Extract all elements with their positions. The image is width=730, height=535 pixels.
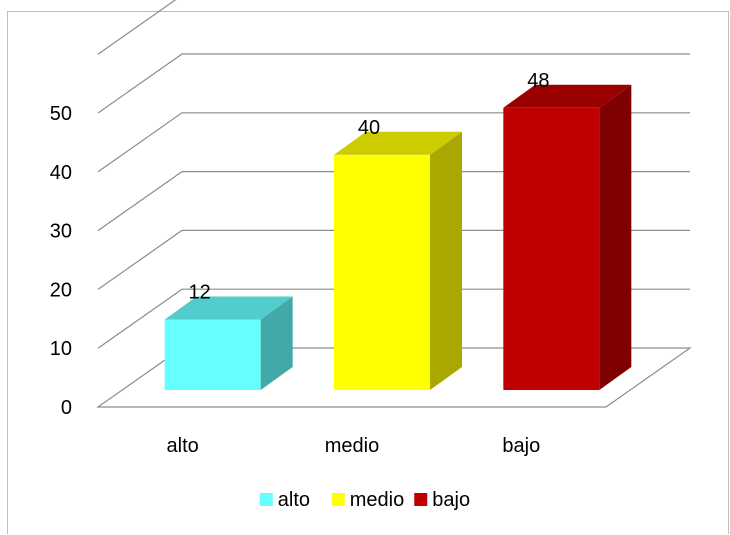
chart-floor	[96, 347, 692, 408]
legend-item-medio: medio	[331, 489, 404, 511]
y-tick-label: 50	[50, 103, 72, 125]
legend-item-alto: alto	[259, 489, 310, 511]
y-axis-ticks: 0 10 20 30 40 50	[50, 103, 72, 419]
y-tick-label: 0	[61, 397, 72, 419]
bar-alto	[164, 296, 293, 390]
x-axis-ticks: alto medio bajo	[167, 435, 541, 457]
data-label-alto: 12	[189, 281, 211, 303]
y-tick-label: 10	[50, 338, 72, 360]
bar-front-alto	[164, 319, 261, 390]
gridline-50	[97, 53, 690, 114]
legend-label-alto: alto	[278, 489, 310, 511]
bar-top-alto	[164, 296, 293, 320]
bar-front-medio	[334, 154, 430, 390]
bar-front-bajo	[503, 107, 600, 390]
y-tick-label: 20	[50, 279, 72, 301]
chart-bars	[164, 84, 632, 391]
data-label-medio: 40	[358, 117, 380, 139]
bar-side-bajo	[599, 84, 632, 390]
bar-top-medio	[334, 131, 462, 155]
chart-legend: alto medio bajo	[259, 489, 470, 511]
gridline-60	[97, 0, 177, 55]
bar-side-alto	[260, 296, 293, 390]
bar-bajo	[503, 84, 632, 390]
legend-label-medio: medio	[350, 489, 404, 511]
chart-data-labels: 12 40 48	[189, 70, 550, 304]
bar-side-medio	[430, 131, 462, 391]
legend-swatch-medio	[331, 493, 345, 506]
bar-top-bajo	[503, 84, 632, 108]
data-label-bajo: 48	[527, 70, 549, 92]
y-tick-label: 30	[50, 221, 72, 243]
x-tick-label-bajo: bajo	[502, 435, 540, 457]
floor-outline	[96, 347, 692, 408]
x-tick-label-medio: medio	[325, 435, 379, 457]
y-tick-label: 40	[50, 162, 72, 184]
legend-label-bajo: bajo	[432, 489, 470, 511]
legend-swatch-alto	[259, 493, 273, 506]
x-tick-label-alto: alto	[167, 435, 199, 457]
bar-medio	[334, 131, 462, 391]
legend-item-bajo: bajo	[414, 489, 470, 511]
legend-swatch-bajo	[414, 493, 428, 506]
